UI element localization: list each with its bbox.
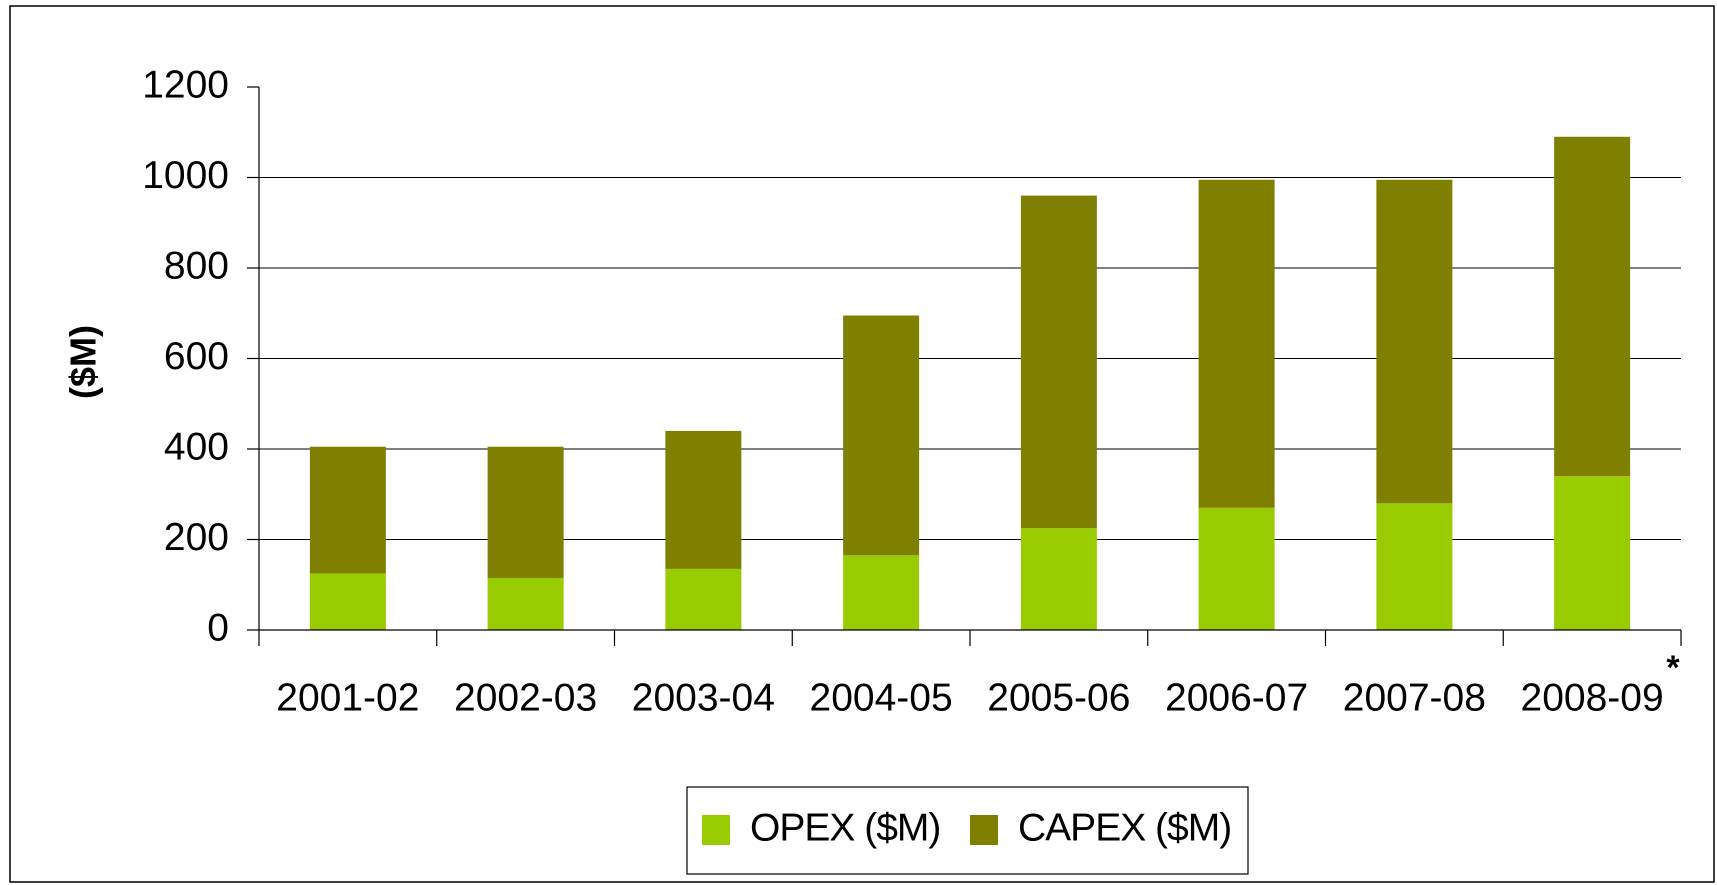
bar-segment xyxy=(665,568,742,630)
legend-box xyxy=(686,786,1249,875)
bar-segment xyxy=(1020,528,1097,630)
x-tick-label: 2007-08 xyxy=(1343,676,1486,719)
y-tick-label: 200 xyxy=(164,516,229,559)
bar-segment xyxy=(843,315,920,556)
bar-segment xyxy=(1554,136,1631,477)
legend-swatch xyxy=(970,815,998,845)
x-tick-label: 2006-07 xyxy=(1165,676,1308,719)
bar-segment xyxy=(1198,179,1275,508)
legend-swatch xyxy=(702,815,730,845)
bar-segment xyxy=(309,446,386,574)
bar-segment xyxy=(1554,476,1631,630)
y-tick-label: 800 xyxy=(164,244,229,287)
y-tick-label: 0 xyxy=(207,606,229,649)
x-tick-label: 2001-02 xyxy=(276,676,419,719)
bar-segment xyxy=(1376,503,1453,630)
x-tick-label: 2008-09 xyxy=(1521,676,1664,719)
bar-segment xyxy=(1020,195,1097,529)
x-tick-label: 2002-03 xyxy=(454,676,597,719)
bar-segment xyxy=(1376,179,1453,504)
y-tick-label: 1000 xyxy=(142,154,229,197)
y-tick-label: 1200 xyxy=(142,63,229,106)
x-tick-label: 2003-04 xyxy=(632,676,775,719)
bar-segment xyxy=(487,446,564,578)
y-axis-label: ($M) xyxy=(63,325,104,399)
bar-segment xyxy=(1198,507,1275,630)
bar-segment xyxy=(665,430,742,569)
bar-segment xyxy=(309,573,386,630)
bar-segment xyxy=(843,555,920,630)
legend-label: OPEX ($M) xyxy=(750,806,940,849)
x-tick-label: 2004-05 xyxy=(810,676,953,719)
bar-segment xyxy=(487,577,564,630)
y-tick-label: 600 xyxy=(164,335,229,378)
y-tick-label: 400 xyxy=(164,425,229,468)
x-tick-label: 2005-06 xyxy=(987,676,1130,719)
legend-label: CAPEX ($M) xyxy=(1018,806,1231,849)
annotation: * xyxy=(1666,649,1680,687)
